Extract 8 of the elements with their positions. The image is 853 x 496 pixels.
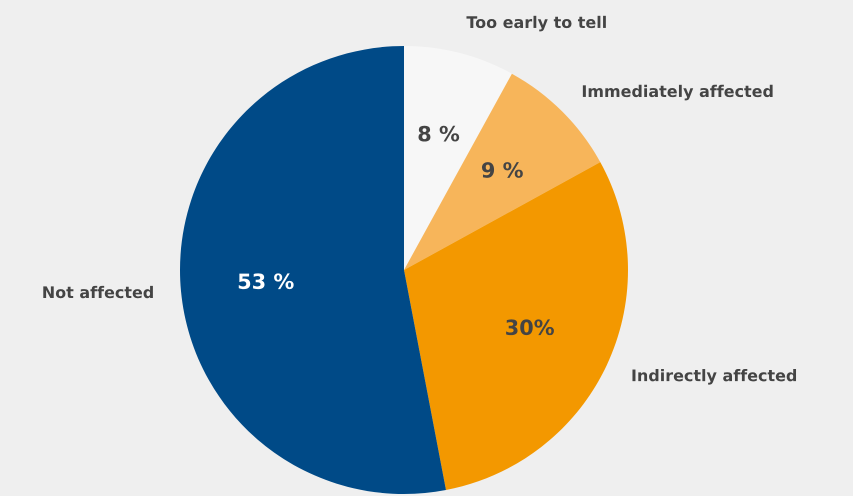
- slice-label: Too early to tell: [466, 16, 606, 32]
- data-label: 9 %: [482, 162, 523, 178]
- slice-label: Not affected: [43, 286, 153, 298]
- data-label: 30%: [506, 319, 554, 336]
- data-label: 53 %: [238, 273, 294, 290]
- slice-label: Immediately affected: [582, 84, 773, 100]
- slice-label: Indirectly affected: [632, 369, 796, 385]
- data-label: 8 %: [418, 126, 460, 142]
